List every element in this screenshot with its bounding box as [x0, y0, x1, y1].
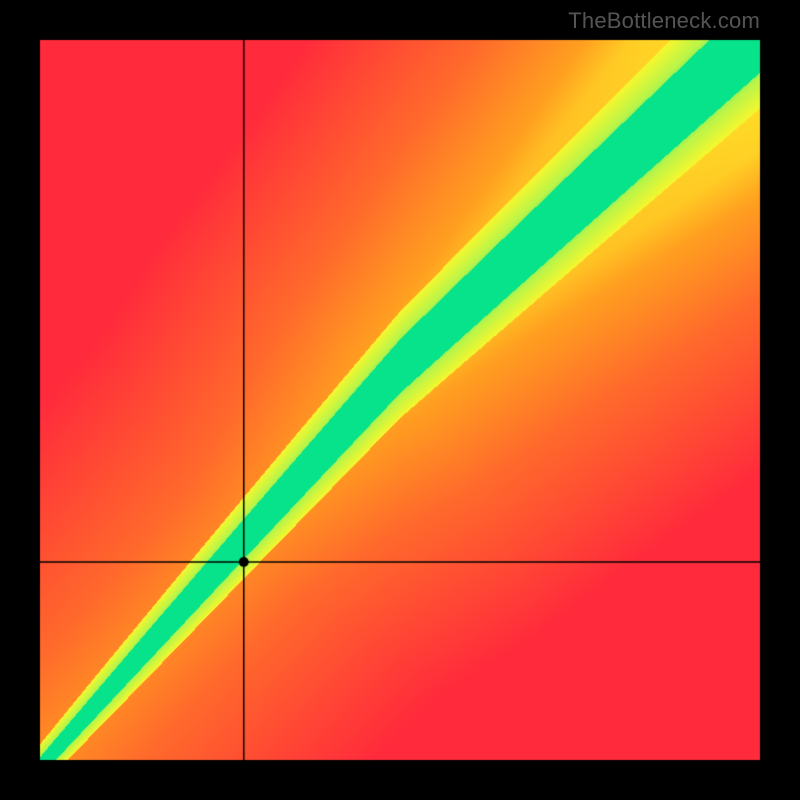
- heatmap-canvas: [0, 0, 800, 800]
- watermark-text: TheBottleneck.com: [568, 8, 760, 34]
- root-container: TheBottleneck.com: [0, 0, 800, 800]
